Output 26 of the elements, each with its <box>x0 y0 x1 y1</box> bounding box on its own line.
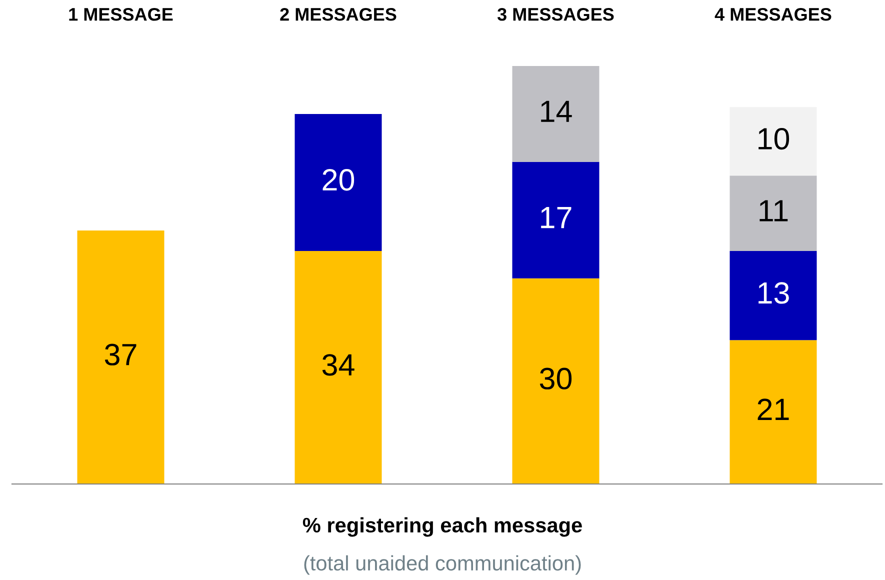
data-label: 20 <box>322 169 354 191</box>
bar <box>730 251 817 340</box>
x-tick-label: 4 MESSAGES <box>714 8 832 21</box>
data-label: 17 <box>541 207 572 228</box>
bar <box>730 107 817 176</box>
data-label: 21 <box>758 398 789 420</box>
data-label: 34 <box>322 354 354 376</box>
bar <box>512 66 600 162</box>
data-label: 10 <box>758 128 790 150</box>
data-label: 11 <box>760 200 788 222</box>
bar <box>730 340 817 484</box>
bar <box>730 176 817 252</box>
data-label: 37 <box>104 344 136 366</box>
data-label: 14 <box>541 100 572 122</box>
bar <box>77 230 164 484</box>
x-tick-label: 3 MESSAGES <box>497 8 614 21</box>
bar <box>512 162 600 278</box>
x-axis-title: % registering each message <box>302 517 582 537</box>
bar <box>512 278 600 484</box>
x-tick-label: 1 MESSAGE <box>69 8 173 21</box>
bar <box>294 114 382 252</box>
text: (total unaided communication) <box>304 555 581 575</box>
data-label: 13 <box>758 282 789 304</box>
bar <box>294 251 382 484</box>
x-tick-label: 2 MESSAGES <box>280 8 396 21</box>
data-label: 30 <box>540 368 572 390</box>
